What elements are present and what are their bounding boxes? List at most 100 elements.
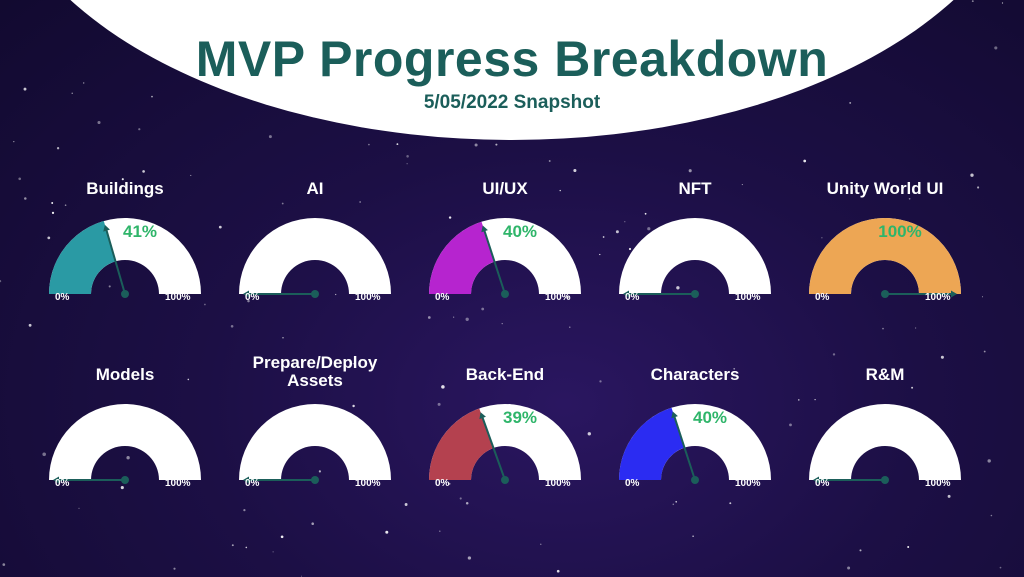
gauge-characters: Characters 40% 0% 100% bbox=[610, 366, 780, 506]
scale-min-label: 0% bbox=[245, 478, 260, 489]
star bbox=[247, 299, 250, 303]
gauge-needle-tip bbox=[623, 290, 629, 298]
scale-min-label: 0% bbox=[435, 478, 450, 489]
star bbox=[803, 159, 807, 163]
gauge-needle-tip bbox=[103, 224, 110, 232]
star bbox=[28, 323, 32, 327]
star bbox=[173, 567, 176, 570]
gauge-needle-tip bbox=[671, 411, 678, 419]
star bbox=[13, 140, 15, 143]
gauge-track bbox=[239, 404, 391, 480]
snapshot-date: 5/05/2022 Snapshot bbox=[423, 92, 601, 113]
star bbox=[628, 247, 632, 251]
star bbox=[406, 163, 408, 165]
star bbox=[908, 197, 911, 200]
star bbox=[566, 295, 569, 299]
star bbox=[733, 367, 736, 370]
star bbox=[459, 497, 462, 500]
gauge-needle-hub bbox=[501, 290, 509, 298]
star bbox=[120, 486, 124, 490]
star bbox=[981, 296, 984, 298]
star bbox=[675, 501, 677, 503]
star bbox=[1001, 2, 1004, 4]
gauge-label: Models bbox=[95, 365, 155, 384]
star bbox=[882, 327, 884, 330]
star bbox=[245, 546, 248, 549]
star bbox=[335, 293, 337, 296]
gauge-needle-hub bbox=[691, 290, 699, 298]
star bbox=[272, 551, 274, 553]
scale-min-label: 0% bbox=[625, 292, 640, 303]
star bbox=[114, 188, 117, 190]
star bbox=[71, 92, 73, 94]
star bbox=[281, 202, 284, 205]
star bbox=[599, 380, 602, 383]
gauge-label: UI/UX bbox=[482, 179, 528, 198]
gauge-label: Buildings bbox=[86, 179, 164, 198]
gauge-needle bbox=[483, 229, 506, 295]
star bbox=[474, 143, 478, 147]
gauge-needle bbox=[673, 415, 696, 481]
scale-min-label: 0% bbox=[55, 478, 70, 489]
gauge-needle-hub bbox=[311, 290, 319, 298]
scale-max-label: 100% bbox=[165, 292, 191, 303]
star bbox=[218, 225, 222, 229]
star bbox=[203, 303, 206, 306]
gauge-percent: 41% bbox=[122, 222, 158, 241]
gauge-label: NFT bbox=[678, 179, 712, 198]
gauge-label: R&M bbox=[865, 365, 905, 384]
star bbox=[56, 147, 60, 150]
star bbox=[465, 317, 469, 321]
gauge-track bbox=[619, 218, 771, 294]
gauge-label: Characters bbox=[650, 365, 740, 384]
star bbox=[573, 168, 577, 173]
star bbox=[300, 575, 303, 577]
gauge-r-m: R&M 0% 100% bbox=[800, 366, 970, 506]
star bbox=[983, 350, 986, 353]
gauge-needle-hub bbox=[881, 476, 889, 484]
star bbox=[368, 143, 370, 146]
star bbox=[311, 522, 314, 525]
star bbox=[437, 402, 441, 406]
star bbox=[741, 184, 743, 186]
star bbox=[151, 95, 153, 98]
star bbox=[448, 482, 451, 485]
scale-min-label: 0% bbox=[815, 292, 830, 303]
star bbox=[914, 327, 917, 329]
star bbox=[495, 143, 498, 146]
star bbox=[676, 286, 680, 290]
gauge-ui-ux: UI/UX 40% 0% 100% bbox=[420, 180, 590, 320]
gauge-fill bbox=[49, 221, 116, 294]
gauge-percent: 40% bbox=[692, 408, 728, 427]
gauge-dial bbox=[429, 218, 581, 298]
star bbox=[23, 87, 27, 91]
gauge-dial bbox=[49, 404, 201, 484]
gauge-prepare-deploy-assets: Prepare/Deploy Assets 0% 100% bbox=[230, 354, 400, 506]
gauge-fill bbox=[619, 407, 685, 480]
star bbox=[798, 399, 800, 401]
gauge-label: Prepare/Deploy Assets bbox=[252, 353, 378, 390]
star bbox=[624, 221, 626, 223]
gauge-dial bbox=[239, 404, 391, 484]
star bbox=[556, 569, 560, 573]
scale-min-label: 0% bbox=[815, 478, 830, 489]
scale-max-label: 100% bbox=[355, 478, 381, 489]
gauge-percent: 39% bbox=[502, 408, 538, 427]
star bbox=[672, 503, 675, 506]
scale-max-label: 100% bbox=[925, 478, 951, 489]
star bbox=[814, 398, 816, 401]
star bbox=[352, 363, 354, 365]
gauge-needle-tip bbox=[243, 476, 249, 484]
star bbox=[821, 237, 823, 239]
star bbox=[2, 563, 6, 566]
star bbox=[847, 566, 851, 570]
star bbox=[78, 507, 80, 510]
star bbox=[465, 502, 469, 505]
scale-max-label: 100% bbox=[735, 478, 761, 489]
star bbox=[187, 378, 190, 381]
gauge-needle-hub bbox=[311, 476, 319, 484]
star bbox=[615, 230, 619, 234]
gauge-needle-tip bbox=[951, 290, 957, 298]
gauge-dial bbox=[809, 404, 961, 484]
gauge-needle-hub bbox=[121, 476, 129, 484]
